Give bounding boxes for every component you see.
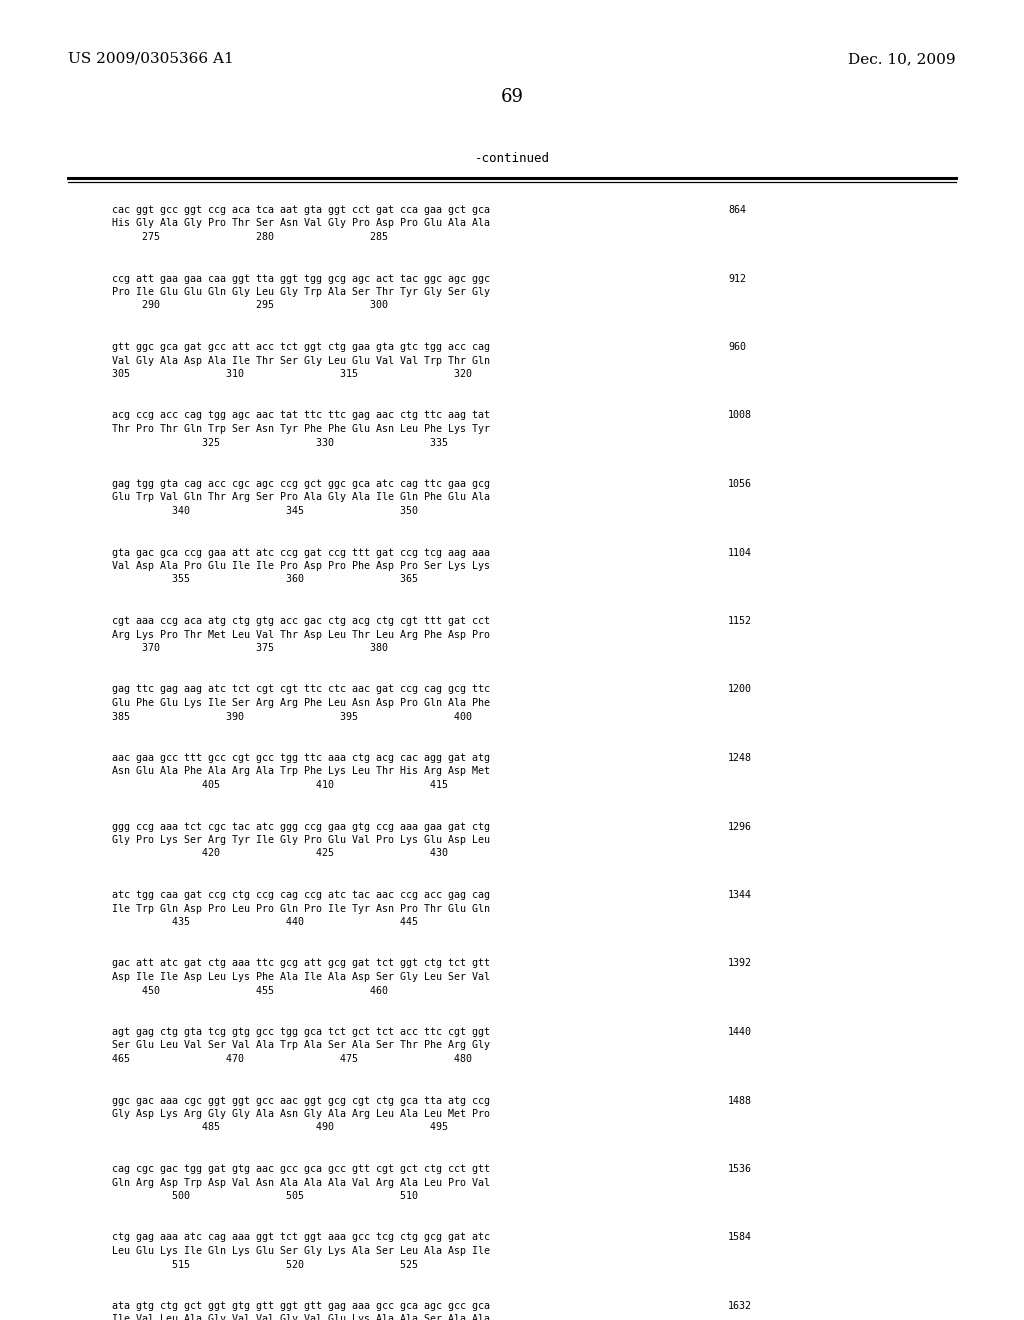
Text: 1152: 1152 [728,616,752,626]
Text: 1296: 1296 [728,821,752,832]
Text: 1440: 1440 [728,1027,752,1038]
Text: aac gaa gcc ttt gcc cgt gcc tgg ttc aaa ctg acg cac agg gat atg: aac gaa gcc ttt gcc cgt gcc tgg ttc aaa … [112,752,490,763]
Text: 912: 912 [728,273,746,284]
Text: 405                410                415: 405 410 415 [112,780,449,789]
Text: 1248: 1248 [728,752,752,763]
Text: cag cgc gac tgg gat gtg aac gcc gca gcc gtt cgt gct ctg cct gtt: cag cgc gac tgg gat gtg aac gcc gca gcc … [112,1164,490,1173]
Text: Leu Glu Lys Ile Gln Lys Glu Ser Gly Lys Ala Ser Leu Ala Asp Ile: Leu Glu Lys Ile Gln Lys Glu Ser Gly Lys … [112,1246,490,1257]
Text: Arg Lys Pro Thr Met Leu Val Thr Asp Leu Thr Leu Arg Phe Asp Pro: Arg Lys Pro Thr Met Leu Val Thr Asp Leu … [112,630,490,639]
Text: 500                505                510: 500 505 510 [112,1191,418,1201]
Text: cgt aaa ccg aca atg ctg gtg acc gac ctg acg ctg cgt ttt gat cct: cgt aaa ccg aca atg ctg gtg acc gac ctg … [112,616,490,626]
Text: ctg gag aaa atc cag aaa ggt tct ggt aaa gcc tcg ctg gcg gat atc: ctg gag aaa atc cag aaa ggt tct ggt aaa … [112,1233,490,1242]
Text: 290                295                300: 290 295 300 [112,301,388,310]
Text: Dec. 10, 2009: Dec. 10, 2009 [848,51,956,66]
Text: 450                455                460: 450 455 460 [112,986,388,995]
Text: gac att atc gat ctg aaa ttc gcg att gcg gat tct ggt ctg tct gtt: gac att atc gat ctg aaa ttc gcg att gcg … [112,958,490,969]
Text: Asn Glu Ala Phe Ala Arg Ala Trp Phe Lys Leu Thr His Arg Asp Met: Asn Glu Ala Phe Ala Arg Ala Trp Phe Lys … [112,767,490,776]
Text: Glu Phe Glu Lys Ile Ser Arg Arg Phe Leu Asn Asp Pro Gln Ala Phe: Glu Phe Glu Lys Ile Ser Arg Arg Phe Leu … [112,698,490,708]
Text: ccg att gaa gaa caa ggt tta ggt tgg gcg agc act tac ggc agc ggc: ccg att gaa gaa caa ggt tta ggt tgg gcg … [112,273,490,284]
Text: 1104: 1104 [728,548,752,557]
Text: 515                520                525: 515 520 525 [112,1259,418,1270]
Text: Val Asp Ala Pro Glu Ile Ile Pro Asp Pro Phe Asp Pro Ser Lys Lys: Val Asp Ala Pro Glu Ile Ile Pro Asp Pro … [112,561,490,572]
Text: 1392: 1392 [728,958,752,969]
Text: agt gag ctg gta tcg gtg gcc tgg gca tct gct tct acc ttc cgt ggt: agt gag ctg gta tcg gtg gcc tgg gca tct … [112,1027,490,1038]
Text: acg ccg acc cag tgg agc aac tat ttc ttc gag aac ctg ttc aag tat: acg ccg acc cag tgg agc aac tat ttc ttc … [112,411,490,421]
Text: 1488: 1488 [728,1096,752,1106]
Text: 1056: 1056 [728,479,752,488]
Text: -continued: -continued [474,152,550,165]
Text: 275                280                285: 275 280 285 [112,232,388,242]
Text: 420                425                430: 420 425 430 [112,849,449,858]
Text: 69: 69 [501,88,523,106]
Text: Gly Asp Lys Arg Gly Gly Ala Asn Gly Ala Arg Leu Ala Leu Met Pro: Gly Asp Lys Arg Gly Gly Ala Asn Gly Ala … [112,1109,490,1119]
Text: Asp Ile Ile Asp Leu Lys Phe Ala Ile Ala Asp Ser Gly Leu Ser Val: Asp Ile Ile Asp Leu Lys Phe Ala Ile Ala … [112,972,490,982]
Text: 1632: 1632 [728,1302,752,1311]
Text: Gly Pro Lys Ser Arg Tyr Ile Gly Pro Glu Val Pro Lys Glu Asp Leu: Gly Pro Lys Ser Arg Tyr Ile Gly Pro Glu … [112,836,490,845]
Text: 1344: 1344 [728,890,752,900]
Text: ata gtg ctg gct ggt gtg gtt ggt gtt gag aaa gcc gca agc gcc gca: ata gtg ctg gct ggt gtg gtt ggt gtt gag … [112,1302,490,1311]
Text: 864: 864 [728,205,746,215]
Text: 325                330                335: 325 330 335 [112,437,449,447]
Text: Ile Trp Gln Asp Pro Leu Pro Gln Pro Ile Tyr Asn Pro Thr Glu Gln: Ile Trp Gln Asp Pro Leu Pro Gln Pro Ile … [112,903,490,913]
Text: 1536: 1536 [728,1164,752,1173]
Text: Val Gly Ala Asp Ala Ile Thr Ser Gly Leu Glu Val Val Trp Thr Gln: Val Gly Ala Asp Ala Ile Thr Ser Gly Leu … [112,355,490,366]
Text: 435                440                445: 435 440 445 [112,917,418,927]
Text: Thr Pro Thr Gln Trp Ser Asn Tyr Phe Phe Glu Asn Leu Phe Lys Tyr: Thr Pro Thr Gln Trp Ser Asn Tyr Phe Phe … [112,424,490,434]
Text: ggg ccg aaa tct cgc tac atc ggg ccg gaa gtg ccg aaa gaa gat ctg: ggg ccg aaa tct cgc tac atc ggg ccg gaa … [112,821,490,832]
Text: ggc gac aaa cgc ggt ggt gcc aac ggt gcg cgt ctg gca tta atg ccg: ggc gac aaa cgc ggt ggt gcc aac ggt gcg … [112,1096,490,1106]
Text: 1200: 1200 [728,685,752,694]
Text: Pro Ile Glu Glu Gln Gly Leu Gly Trp Ala Ser Thr Tyr Gly Ser Gly: Pro Ile Glu Glu Gln Gly Leu Gly Trp Ala … [112,286,490,297]
Text: 1008: 1008 [728,411,752,421]
Text: Ile Val Leu Ala Gly Val Val Gly Val Glu Lys Ala Ala Ser Ala Ala: Ile Val Leu Ala Gly Val Val Gly Val Glu … [112,1315,490,1320]
Text: gtt ggc gca gat gcc att acc tct ggt ctg gaa gta gtc tgg acc cag: gtt ggc gca gat gcc att acc tct ggt ctg … [112,342,490,352]
Text: 385                390                395                400: 385 390 395 400 [112,711,472,722]
Text: 370                375                380: 370 375 380 [112,643,388,653]
Text: 1584: 1584 [728,1233,752,1242]
Text: Gln Arg Asp Trp Asp Val Asn Ala Ala Ala Val Arg Ala Leu Pro Val: Gln Arg Asp Trp Asp Val Asn Ala Ala Ala … [112,1177,490,1188]
Text: 340                345                350: 340 345 350 [112,506,418,516]
Text: His Gly Ala Gly Pro Thr Ser Asn Val Gly Pro Asp Pro Glu Ala Ala: His Gly Ala Gly Pro Thr Ser Asn Val Gly … [112,219,490,228]
Text: 960: 960 [728,342,746,352]
Text: gag ttc gag aag atc tct cgt cgt ttc ctc aac gat ccg cag gcg ttc: gag ttc gag aag atc tct cgt cgt ttc ctc … [112,685,490,694]
Text: 305                310                315                320: 305 310 315 320 [112,370,472,379]
Text: 485                490                495: 485 490 495 [112,1122,449,1133]
Text: cac ggt gcc ggt ccg aca tca aat gta ggt cct gat cca gaa gct gca: cac ggt gcc ggt ccg aca tca aat gta ggt … [112,205,490,215]
Text: Ser Glu Leu Val Ser Val Ala Trp Ala Ser Ala Ser Thr Phe Arg Gly: Ser Glu Leu Val Ser Val Ala Trp Ala Ser … [112,1040,490,1051]
Text: 355                360                365: 355 360 365 [112,574,418,585]
Text: 465                470                475                480: 465 470 475 480 [112,1053,472,1064]
Text: atc tgg caa gat ccg ctg ccg cag ccg atc tac aac ccg acc gag cag: atc tgg caa gat ccg ctg ccg cag ccg atc … [112,890,490,900]
Text: gag tgg gta cag acc cgc agc ccg gct ggc gca atc cag ttc gaa gcg: gag tgg gta cag acc cgc agc ccg gct ggc … [112,479,490,488]
Text: Glu Trp Val Gln Thr Arg Ser Pro Ala Gly Ala Ile Gln Phe Glu Ala: Glu Trp Val Gln Thr Arg Ser Pro Ala Gly … [112,492,490,503]
Text: US 2009/0305366 A1: US 2009/0305366 A1 [68,51,233,66]
Text: gta gac gca ccg gaa att atc ccg gat ccg ttt gat ccg tcg aag aaa: gta gac gca ccg gaa att atc ccg gat ccg … [112,548,490,557]
